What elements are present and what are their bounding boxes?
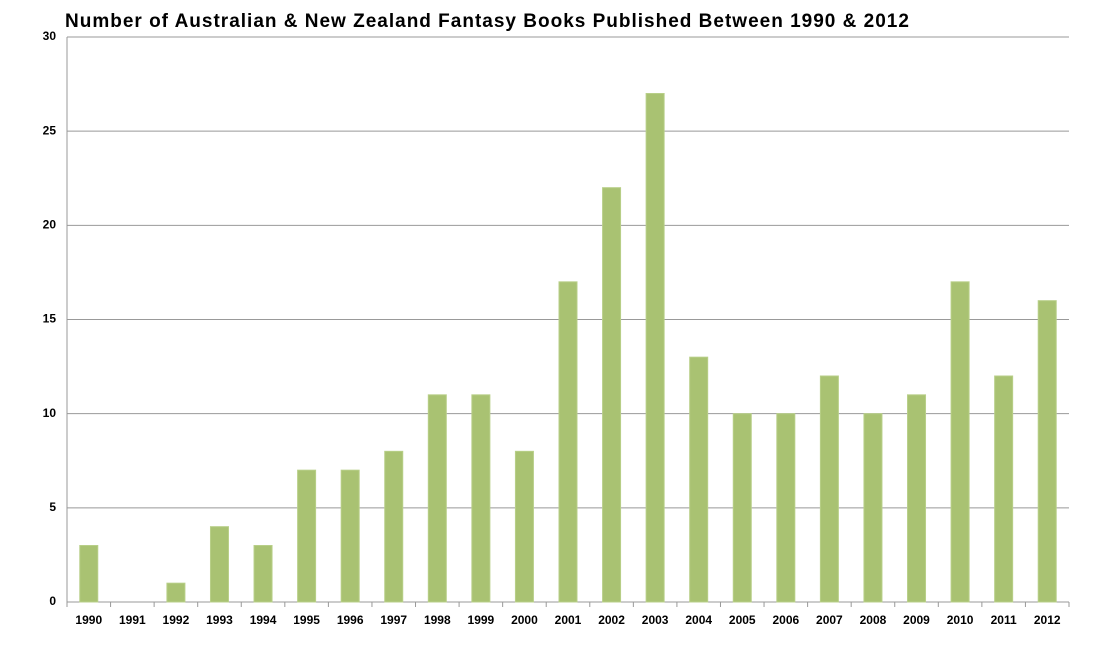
bar: [732, 413, 752, 603]
y-tick-label: 5: [49, 500, 56, 514]
x-tick-label: 1997: [380, 613, 407, 627]
x-tick-label: 2006: [772, 613, 799, 627]
x-tick-label: 2009: [903, 613, 930, 627]
y-tick-label: 20: [43, 218, 57, 232]
bar: [689, 356, 709, 603]
bar: [166, 582, 186, 603]
x-tick-label: 2001: [555, 613, 582, 627]
bar: [602, 187, 622, 603]
bar: [209, 526, 229, 603]
bar: [558, 281, 578, 603]
y-tick-label: 15: [43, 312, 57, 326]
bar: [79, 545, 99, 603]
x-tick-label: 1996: [337, 613, 364, 627]
x-tick-label: 1999: [468, 613, 495, 627]
x-tick-label: 2004: [685, 613, 712, 627]
bar: [514, 450, 534, 603]
bar: [253, 545, 273, 603]
bar: [384, 450, 404, 603]
bar: [819, 375, 839, 603]
bar: [907, 394, 927, 603]
bar: [297, 469, 317, 603]
x-tick-label: 1995: [293, 613, 320, 627]
y-tick-label: 30: [43, 29, 57, 43]
bar: [776, 413, 796, 603]
x-tick-label: 2002: [598, 613, 625, 627]
y-tick-label: 25: [43, 123, 57, 137]
x-tick-label: 1990: [75, 613, 102, 627]
x-tick-label: 1991: [119, 613, 146, 627]
x-tick-label: 2008: [860, 613, 887, 627]
x-tick-label: 2011: [991, 613, 1017, 627]
x-tick-label: 2005: [729, 613, 756, 627]
bar: [950, 281, 970, 603]
x-tick-label: 1993: [206, 613, 233, 627]
x-tick-label: 1998: [424, 613, 451, 627]
bar: [1037, 300, 1057, 603]
y-tick-label: 0: [49, 594, 56, 608]
x-tick-label: 2007: [816, 613, 843, 627]
bar: [645, 93, 665, 603]
x-tick-label: 1992: [163, 613, 190, 627]
x-tick-label: 1994: [250, 613, 277, 627]
chart-title: Number of Australian & New Zealand Fanta…: [65, 11, 910, 32]
y-tick-label: 10: [43, 406, 57, 420]
bar: [340, 469, 360, 603]
bar: [863, 413, 883, 603]
x-tick-label: 2010: [947, 613, 974, 627]
x-tick-label: 2012: [1034, 613, 1061, 627]
bar: [427, 394, 447, 603]
bar: [994, 375, 1014, 603]
x-tick-label: 2000: [511, 613, 538, 627]
bar: [471, 394, 491, 603]
x-tick-label: 2003: [642, 613, 669, 627]
